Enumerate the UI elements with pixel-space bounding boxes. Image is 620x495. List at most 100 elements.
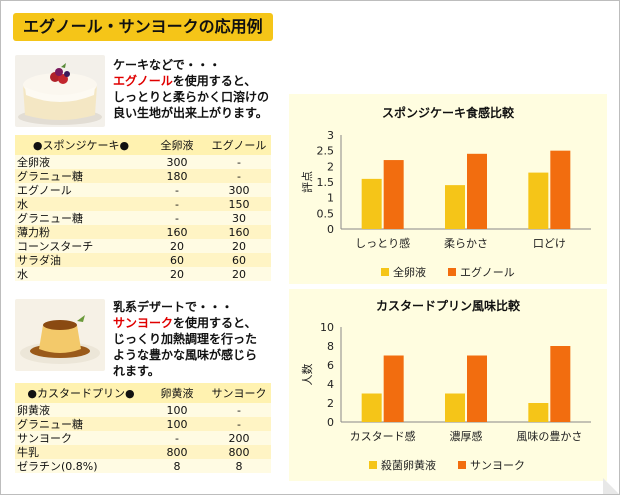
page-fold-corner [603,478,619,494]
amount-cell: 8 [147,459,207,473]
bar-series1 [528,172,549,229]
sponge-chart-panel: スポンジケーキ食感比較 0 0.5 1 1.5 2 2.5 3 評点 しっとり感 柔らかさ 口どけ全… [289,94,607,284]
y-tick-label: 1 [327,192,334,205]
pudding-recipe-table: ●カスタードプリン● 卵黄液 サンヨーク 卵黄液 100- グラニュー糖 100- サンヨー… [15,383,271,473]
amount-cell: 8 [207,459,271,473]
legend-swatch [369,461,377,469]
sponge-desc-line3: しっとりと柔らかく口溶けの [113,90,270,104]
amount-cell: 800 [147,445,207,459]
x-category-label: カスタード感 [350,430,416,443]
amount-cell: 300 [147,155,207,169]
amount-cell: 60 [147,253,207,267]
y-tick-label: 0.5 [317,207,335,220]
bar-series1 [445,393,465,422]
legend-label: 全卵液 [393,265,426,279]
legend-swatch [458,461,466,469]
bar-series1 [445,185,465,229]
ingredient-cell: 全卵液 [15,155,147,169]
sponge-description: ケーキなどで・・・ エグノールを使用すると、 しっとりと柔らかく口溶けの 良い生… [113,57,269,121]
y-axis-label: 評点 [300,171,314,193]
amount-cell: - [147,211,207,225]
table-row: 水 20 20 [15,267,271,281]
y-tick-label: 2.5 [317,145,335,158]
chart-title: カスタードプリン風味比較 [375,299,520,313]
bar-series2 [467,355,487,422]
amount-cell: 20 [147,267,207,281]
bar-series2 [550,346,571,422]
amount-cell: - [207,403,271,417]
ingredient-cell: グラニュー糖 [15,169,147,183]
egnol-highlight: エグノール [113,74,173,88]
amount-cell: - [207,417,271,431]
bar-series2 [383,160,404,229]
y-tick-label: 0 [327,223,334,236]
table-header-column: 全卵液 [147,135,207,155]
table-row: グラニュー糖 100- [15,417,271,431]
ingredient-cell: サンヨーク [15,431,147,445]
ingredient-cell: グラニュー糖 [15,211,147,225]
y-tick-label: 8 [327,340,334,353]
amount-cell: - [147,197,207,211]
amount-cell: 200 [207,431,271,445]
table-row: コーンスターチ 20 20 [15,239,271,253]
custard-pudding-photo [15,299,105,371]
amount-cell: 100 [147,417,207,431]
pudding-desc-line4: ような豊かな風味が感じら [113,348,258,362]
amount-cell: 800 [207,445,271,459]
legend-swatch [448,268,456,276]
table-row: サラダ油 60 60 [15,253,271,267]
ingredient-cell: 牛乳 [15,445,147,459]
pudding-desc-line2: サンヨークを使用すると、 [113,316,257,330]
ingredient-cell: ゼラチン(0.8%) [15,459,147,473]
page-title: エグノール・サンヨークの応用例 [13,13,273,41]
y-tick-label: 3 [327,129,334,142]
table-header-product: ●カスタードプリン● [15,383,147,403]
sponge-desc-line4: 良い生地が出来上がります。 [113,106,268,120]
amount-cell: 20 [147,239,207,253]
ingredient-cell: サラダ油 [15,253,147,267]
amount-cell: 150 [207,197,271,211]
y-tick-label: 2 [327,160,334,173]
amount-cell: - [207,169,271,183]
chart-title: スポンジケーキ食感比較 [381,106,514,120]
amount-cell: 160 [207,225,271,239]
ingredient-cell: 水 [15,267,147,281]
amount-cell: - [147,183,207,197]
sponge-cake-photo [15,55,105,127]
bar-series1 [361,393,382,422]
pudding-desc-line5: れます。 [113,364,160,378]
sponge-recipe-table: ●スポンジケーキ● 全卵液 エグノール 全卵液 300- グラニュー糖 180- エグノール… [15,135,271,281]
x-category-label: しっとり感 [355,237,410,250]
table-row: ゼラチン(0.8%) 8 8 [15,459,271,473]
amount-cell: - [207,155,271,169]
table-row: グラニュー糖 -30 [15,211,271,225]
legend-label: サンヨーク [470,459,525,472]
y-tick-label: 2 [327,397,334,410]
y-tick-label: 1.5 [317,176,335,189]
table-header-column: エグノール [207,135,271,155]
table-header-product: ●スポンジケーキ● [15,135,147,155]
y-tick-label: 10 [320,321,334,334]
table-row: グラニュー糖 180- [15,169,271,183]
bar-series2 [467,153,487,229]
sanyoku-highlight: サンヨーク [113,316,174,330]
ingredient-cell: 卵黄液 [15,403,147,417]
y-tick-label: 4 [327,378,334,391]
pudding-chart-panel: カスタードプリン風味比較 0 2 4 6 8 10 人数 カスタード感 濃厚感 風味の豊かさ 殺菌卵… [289,289,607,481]
amount-cell: 160 [147,225,207,239]
x-category-label: 濃厚感 [450,429,483,443]
pudding-description: 乳系デザートで・・・ サンヨークを使用すると、 じっくり加熱調理を行った ような… [113,299,257,379]
table-header-row: ●カスタードプリン● 卵黄液 サンヨーク [15,383,271,403]
amount-cell: 20 [207,267,271,281]
sponge-desc-line2: エグノールを使用すると、 [113,74,257,88]
x-category-label: 柔らかさ [444,237,488,250]
sponge-desc-line1: ケーキなどで・・・ [113,58,221,72]
bar-series2 [383,355,404,422]
legend-swatch [381,268,389,276]
table-row: エグノール -300 [15,183,271,197]
amount-cell: 30 [207,211,271,225]
table-header-column: 卵黄液 [147,383,207,403]
